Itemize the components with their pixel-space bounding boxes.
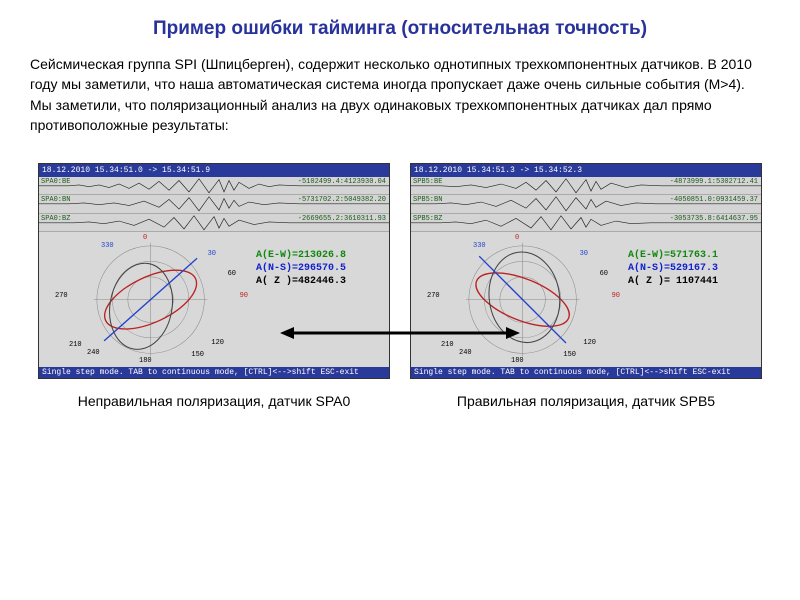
wave-row: SPA0:BN -5731702.2:5049382.20 bbox=[39, 195, 389, 214]
waveform-area-right: SPB5:BE -4873999.1:5302712.41 SPB5:BN -4… bbox=[411, 177, 761, 233]
connector-arrow-icon bbox=[280, 323, 520, 343]
waveform-icon bbox=[39, 214, 389, 232]
timestamp: 18.12.2010 15.34:51.3 -> 15.34:52.3 bbox=[414, 166, 582, 175]
amplitude-z: A( Z )= 1107441 bbox=[628, 276, 757, 287]
waveform-icon bbox=[39, 195, 389, 213]
waveform-icon bbox=[39, 177, 389, 195]
waveform-icon bbox=[411, 214, 761, 232]
amplitude-z: A( Z )=482446.3 bbox=[256, 276, 385, 287]
amplitude-ew: A(E-W)=213026.8 bbox=[256, 250, 385, 261]
timestamp: 18.12.2010 15.34:51.0 -> 15.34:51.9 bbox=[42, 166, 210, 175]
caption-right: Правильная поляризация, датчик SPB5 bbox=[410, 393, 762, 409]
waveform-area-left: SPA0:BE -5102499.4:4123930.04 SPA0:BN -5… bbox=[39, 177, 389, 233]
panel-left-footer: Single step mode. TAB to continuous mode… bbox=[39, 367, 389, 379]
panel-right-footer: Single step mode. TAB to continuous mode… bbox=[411, 367, 761, 379]
panel-right-header: 18.12.2010 15.34:51.3 -> 15.34:52.3 bbox=[411, 164, 761, 177]
amplitude-ns: A(N-S)=296570.5 bbox=[256, 263, 385, 274]
wave-row: SPB5:BN -4050851.0:0931459.37 bbox=[411, 195, 761, 214]
polar-area-left: 0 90 180 270 30 330 240 210 60 120 150 A… bbox=[39, 232, 389, 366]
panel-right: 18.12.2010 15.34:51.3 -> 15.34:52.3 SPB5… bbox=[410, 163, 762, 379]
slide-title: Пример ошибки тайминга (относительная то… bbox=[30, 18, 770, 40]
caption-left: Неправильная поляризация, датчик SPA0 bbox=[38, 393, 390, 409]
wave-row: SPA0:BZ -2669655.2:3610311.93 bbox=[39, 214, 389, 233]
wave-row: SPA0:BE -5102499.4:4123930.04 bbox=[39, 177, 389, 196]
body-paragraph: Сейсмическая группа SPI (Шпицберген), со… bbox=[30, 54, 770, 135]
panel-left-header: 18.12.2010 15.34:51.0 -> 15.34:51.9 bbox=[39, 164, 389, 177]
captions-row: Неправильная поляризация, датчик SPA0 Пр… bbox=[30, 393, 770, 409]
polar-area-right: 0 90 180 270 30 330 240 210 60 120 150 A… bbox=[411, 232, 761, 366]
panel-left: 18.12.2010 15.34:51.0 -> 15.34:51.9 SPA0… bbox=[38, 163, 390, 379]
waveform-icon bbox=[411, 177, 761, 195]
amplitude-ns: A(N-S)=529167.3 bbox=[628, 263, 757, 274]
wave-row: SPB5:BE -4873999.1:5302712.41 bbox=[411, 177, 761, 196]
amplitude-ew: A(E-W)=571763.1 bbox=[628, 250, 757, 261]
waveform-icon bbox=[411, 195, 761, 213]
panels-row: 18.12.2010 15.34:51.0 -> 15.34:51.9 SPA0… bbox=[30, 163, 770, 379]
wave-row: SPB5:BZ -3053735.8:6414637.95 bbox=[411, 214, 761, 233]
